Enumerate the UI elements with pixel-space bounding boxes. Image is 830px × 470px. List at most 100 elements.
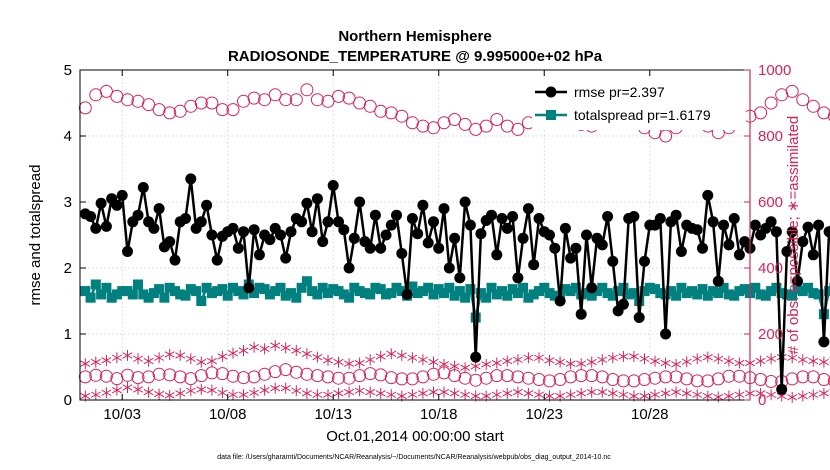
data-point-totalspread [792,284,803,295]
data-point-totalspread [523,292,534,303]
data-point-possible-obs [142,98,156,112]
data-point-possible-obs [237,371,250,385]
data-point-totalspread [813,289,824,300]
data-point-rmse [327,180,339,191]
y-left-tick-label: 2 [64,260,72,277]
data-point-assimilated-obs [618,350,629,362]
y-axis-left: 0 1 2 3 4 5 [64,62,86,409]
data-point-rmse [575,308,587,320]
data-point-assimilated-obs [291,385,302,397]
data-point-possible-obs [194,369,208,383]
data-point-assimilated-obs [628,350,639,362]
data-point-possible-obs [163,368,177,382]
legend-label-totalspread: totalspread pr=1.6179 [574,107,711,123]
data-point-assimilated-obs [808,389,819,401]
data-point-rmse [333,216,344,228]
data-point-possible-obs [458,371,472,385]
data-point-possible-obs [173,370,187,384]
data-point-totalspread [233,286,244,297]
data-point-totalspread [212,286,223,297]
data-point-totalspread [713,288,724,299]
data-point-totalspread [275,282,286,293]
data-point-possible-obs [310,93,324,107]
data-point-rmse [528,259,540,271]
data-point-rmse [823,226,830,238]
data-point-assimilated-obs [491,357,502,369]
data-point-totalspread [544,288,555,299]
data-point-totalspread [159,292,170,303]
data-point-possible-obs [332,89,345,103]
data-point-possible-obs [258,93,272,107]
data-point-assimilated-obs [755,387,766,399]
data-point-possible-obs [300,367,314,381]
data-point-assimilated-obs [523,387,534,399]
data-point-rmse [348,232,360,244]
data-point-assimilated-obs [460,362,471,374]
data-point-totalspread [623,289,634,300]
data-point-rmse [391,209,402,221]
data-point-totalspread [412,288,423,299]
data-point-assimilated-obs [270,382,281,394]
data-point-assimilated-obs [101,354,112,366]
data-point-possible-obs [511,370,525,384]
data-point-assimilated-obs [597,354,608,366]
data-point-totalspread [491,289,502,300]
data-point-rmse [496,213,508,224]
data-point-possible-obs [363,367,377,381]
data-point-assimilated-obs [650,355,661,367]
data-point-possible-obs [205,366,219,380]
data-point-rmse [470,351,482,363]
data-point-possible-obs [300,83,314,97]
data-point-rmse [718,219,730,231]
data-point-totalspread [254,282,265,293]
data-point-assimilated-obs [417,387,428,399]
data-point-possible-obs [754,373,768,386]
data-point-rmse [164,236,176,248]
y-right-tick-label: 400 [758,260,783,277]
data-series-layer [78,83,830,403]
data-point-totalspread [328,284,339,295]
data-point-totalspread [797,286,808,297]
data-point-assimilated-obs [196,356,207,368]
data-point-assimilated-obs [259,343,270,355]
data-point-totalspread [80,286,91,297]
data-point-rmse [449,232,461,244]
data-point-totalspread [344,292,355,303]
data-point-totalspread [676,282,687,293]
legend: rmse pr=2.397 totalspread pr=1.6179 [532,79,746,130]
data-point-assimilated-obs [766,389,777,401]
data-point-assimilated-obs [312,389,323,401]
data-point-assimilated-obs [185,353,196,365]
data-point-possible-obs [521,371,535,385]
data-point-totalspread [507,284,518,295]
data-point-rmse [253,249,265,261]
data-point-assimilated-obs [217,387,228,399]
data-point-totalspread [175,289,186,300]
chart-title: Northern Hemisphere [338,28,491,45]
data-point-possible-obs [543,374,556,388]
data-point-possible-obs [215,103,229,117]
y-right-tick-label: 0 [758,392,766,409]
data-point-possible-obs [764,375,778,388]
data-point-rmse [380,229,392,241]
data-point-rmse [375,242,387,254]
data-point-assimilated-obs [90,356,101,368]
data-point-totalspread [470,312,481,323]
data-point-possible-obs [89,368,103,382]
data-point-possible-obs [827,376,830,386]
data-point-possible-obs [226,103,240,117]
legend-box [532,79,746,130]
data-point-totalspread [776,288,787,299]
data-point-totalspread [111,289,122,300]
data-point-totalspread [238,289,249,300]
data-point-totalspread [760,290,771,301]
data-point-totalspread [481,292,492,303]
data-point-totalspread [576,289,587,300]
data-point-assimilated-obs [491,389,502,401]
data-point-rmse [169,254,181,266]
data-point-possible-obs [732,369,746,383]
data-point-rmse [401,288,413,300]
data-point-totalspread [549,290,560,301]
data-point-possible-obs [648,371,662,385]
data-point-possible-obs [384,371,398,385]
